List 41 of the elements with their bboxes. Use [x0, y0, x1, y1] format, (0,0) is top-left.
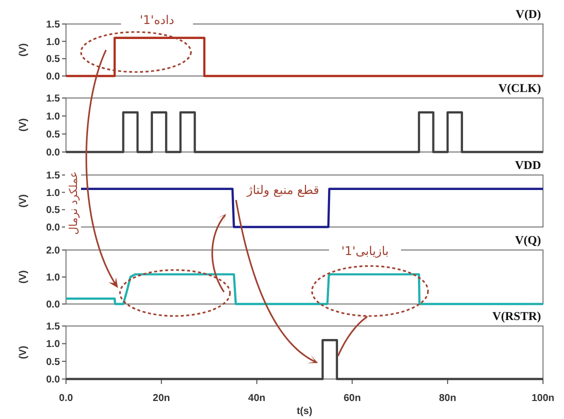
y-axis-title: (V) [18, 43, 29, 57]
y-tick-label: 1.0 [46, 272, 60, 284]
y-tick-label: 1.0 [46, 112, 60, 122]
x-tick-label: 60n [344, 393, 361, 404]
y-axis-title: (V) [18, 270, 29, 284]
x-tick-label: 40n [248, 393, 266, 404]
chart-title: V(D) [516, 7, 541, 21]
y-tick-label: 1.5 [46, 20, 60, 30]
y-tick-label: 1.5 [46, 322, 60, 332]
x-tick-label: 80n [438, 393, 456, 404]
y-tick-label: 0.0 [46, 300, 60, 310]
line-series [64, 273, 544, 306]
x-tick-label: 20n [152, 393, 170, 404]
chart-title: V(Q) [515, 233, 541, 247]
annotation: داده'1' [140, 13, 174, 27]
chart-title: V(CLK) [498, 81, 541, 95]
x-tick-label: 0.0 [59, 393, 74, 404]
chart-title: V(RSTR) [492, 309, 541, 323]
x-tick-label: 100n [532, 393, 554, 404]
y-tick-label: 0.0 [46, 222, 60, 234]
y-tick-label: 0.0 [46, 374, 60, 386]
y-tick-label: 0.0 [46, 72, 60, 82]
y-axis-title: (V) [18, 346, 29, 360]
y-tick-label: 0.5 [46, 356, 60, 368]
y-tick-label: 2.0 [46, 246, 60, 256]
y-tick-label: 1.5 [46, 170, 60, 182]
y-tick-label: 0.5 [46, 205, 60, 216]
y-tick-label: 1.0 [46, 339, 60, 350]
y-tick-label: 0.0 [46, 148, 60, 158]
annotation: بازیابی'1' [341, 244, 389, 258]
chart-title: VDD [515, 158, 542, 172]
y-tick-label: 1.5 [46, 94, 60, 104]
x-axis-title: t(s) [296, 406, 312, 417]
y-tick-label: 0.5 [46, 130, 60, 140]
annotation: عملکرد نرمال [67, 171, 80, 235]
y-tick-label: 1.0 [46, 36, 60, 48]
annotation: قطع منبع ولتاژ [246, 183, 320, 197]
y-tick-label: 1.0 [46, 188, 60, 199]
y-axis-title: (V) [18, 194, 29, 208]
y-tick-label: 0.5 [46, 54, 60, 66]
y-axis-title: (V) [18, 118, 29, 132]
